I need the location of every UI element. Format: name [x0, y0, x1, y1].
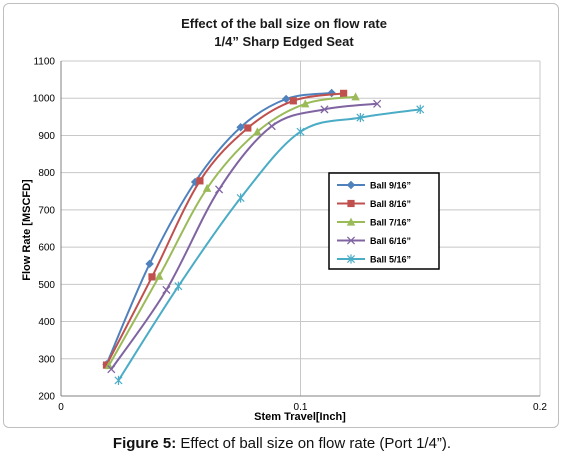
- data-point: [267, 122, 276, 131]
- data-point: [215, 185, 224, 194]
- data-point: [107, 365, 116, 374]
- data-point: [373, 99, 382, 108]
- legend-marker: [346, 236, 356, 245]
- y-tick-label: 400: [38, 317, 55, 328]
- data-point: [102, 361, 111, 369]
- data-point: [356, 112, 365, 123]
- x-tick-label: 0.1: [294, 402, 308, 413]
- legend-marker: [347, 199, 355, 208]
- data-point: [281, 94, 291, 104]
- x-axis-title: Stem Travel[Inch]: [254, 411, 346, 423]
- y-tick-label: 500: [38, 280, 55, 291]
- data-point: [340, 89, 348, 97]
- data-point: [148, 273, 156, 281]
- legend-entry: Ball 8/16”: [370, 199, 411, 209]
- chart-title: Effect of the ball size on flow rate: [181, 16, 387, 31]
- y-tick-label: 200: [38, 392, 55, 403]
- y-tick-label: 1100: [33, 57, 55, 68]
- legend-entry: Ball 9/16”: [370, 180, 411, 190]
- data-point: [289, 97, 297, 105]
- series-line: [105, 92, 344, 366]
- legend-marker: [346, 180, 356, 190]
- grid: [60, 60, 541, 397]
- data-point: [145, 259, 154, 269]
- data-point: [104, 361, 114, 370]
- axes: 200 300 400 500 600 700 800 900 1000 1100 0 0.1 0.2: [33, 57, 548, 414]
- x-tick-label: 0: [58, 402, 64, 413]
- data-point: [162, 285, 171, 294]
- y-tick-label: 300: [38, 354, 55, 365]
- caption-text: Effect of ball size on flow rate (Port 1…: [176, 435, 452, 452]
- data-point: [202, 183, 212, 192]
- data-point: [320, 105, 329, 114]
- series-5: [114, 104, 425, 385]
- legend: Ball 9/16” Ball 8/16” Ball 7/16” Ball 6/16”…: [328, 172, 440, 270]
- y-tick-label: 900: [38, 131, 55, 142]
- y-tick-label: 600: [38, 243, 55, 254]
- chart-frame: [3, 3, 559, 428]
- data-point: [236, 123, 245, 132]
- series-3: [104, 92, 360, 370]
- legend-marker: [346, 217, 356, 226]
- data-point: [416, 104, 425, 114]
- data-point: [154, 271, 164, 280]
- series-2: [102, 89, 348, 369]
- chart-subtitle: 1/4” Sharp Edged Seat: [214, 34, 354, 49]
- data-point: [351, 92, 360, 101]
- data-point: [301, 99, 310, 108]
- data-point: [196, 177, 204, 185]
- legend-entry: Ball 5/16”: [370, 254, 411, 264]
- chart: Effect of the ball size on flow rate 1/4…: [21, 16, 548, 423]
- series-layer: [102, 88, 425, 385]
- data-point: [253, 127, 262, 136]
- legend-entry: Ball 7/16”: [370, 217, 411, 227]
- y-tick-label: 800: [38, 168, 55, 179]
- caption-label: Figure 5:: [112, 435, 177, 452]
- y-axis-title: Flow Rate [MSCFD]: [21, 179, 33, 281]
- series-line: [108, 95, 356, 366]
- data-point: [174, 281, 183, 291]
- y-tick-label: 1000: [33, 94, 56, 105]
- y-tick-label: 700: [38, 205, 55, 216]
- data-point: [296, 127, 305, 137]
- legend-marker: [346, 254, 356, 264]
- data-point: [236, 193, 245, 203]
- data-point: [114, 375, 123, 385]
- data-point: [244, 124, 252, 132]
- figure-caption: Figure 5: Effect of ball size on flow ra…: [0, 435, 564, 452]
- legend-entry: Ball 6/16”: [370, 236, 411, 246]
- series-4: [107, 99, 382, 374]
- x-tick-label: 0.2: [533, 402, 547, 413]
- data-point: [327, 88, 336, 98]
